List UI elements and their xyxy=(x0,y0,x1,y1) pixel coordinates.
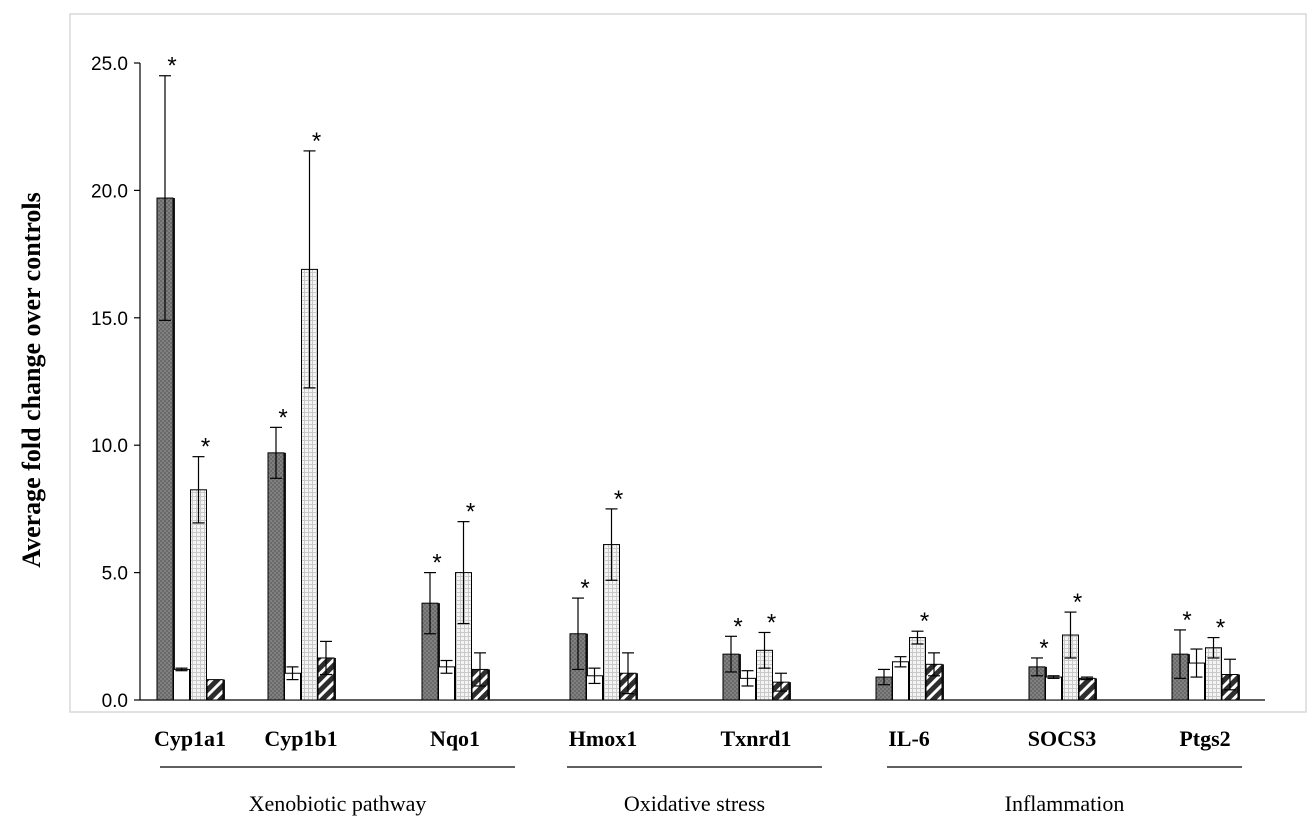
significance-star: * xyxy=(733,613,742,640)
significance-star: * xyxy=(1182,607,1191,634)
significance-star: * xyxy=(278,404,287,431)
category-label: Ptgs2 xyxy=(1179,726,1230,751)
group-label: Xenobiotic pathway xyxy=(249,791,427,816)
significance-star: * xyxy=(201,434,210,461)
significance-star: * xyxy=(312,128,321,155)
group-label: Inflammation xyxy=(1005,791,1125,816)
significance-star: * xyxy=(1039,635,1048,662)
y-tick-label: 25.0 xyxy=(91,54,128,75)
category-label: IL-6 xyxy=(888,726,930,751)
y-tick-label: 10.0 xyxy=(91,436,128,457)
bar xyxy=(1045,676,1062,701)
significance-star: * xyxy=(167,53,176,80)
y-tick-label: 15.0 xyxy=(91,309,128,330)
significance-star: * xyxy=(580,575,589,602)
plot-frame xyxy=(69,13,1307,713)
significance-star: * xyxy=(432,550,441,577)
y-tick-label: 20.0 xyxy=(91,181,128,202)
significance-star: * xyxy=(1216,615,1225,642)
category-label: Nqo1 xyxy=(430,726,480,751)
category-label: Hmox1 xyxy=(569,726,637,751)
significance-star: * xyxy=(614,486,623,513)
category-label: Txnrd1 xyxy=(721,726,792,751)
bar xyxy=(1078,677,1096,701)
y-tick-label: 5.0 xyxy=(102,564,128,585)
y-tick-label: 0.0 xyxy=(102,691,128,712)
category-label: Cyp1a1 xyxy=(154,726,226,751)
category-label: Cyp1b1 xyxy=(264,726,337,751)
category-label: SOCS3 xyxy=(1028,726,1096,751)
significance-star: * xyxy=(767,609,776,636)
bar xyxy=(892,661,909,701)
bar xyxy=(206,679,224,701)
significance-star: * xyxy=(920,608,929,635)
group-label: Oxidative stress xyxy=(624,791,765,816)
significance-star: * xyxy=(1073,589,1082,616)
bar xyxy=(173,668,190,701)
significance-star: * xyxy=(466,499,475,526)
y-axis-label: Average fold change over controls xyxy=(17,192,46,568)
bar xyxy=(267,452,285,701)
bar xyxy=(909,637,926,701)
